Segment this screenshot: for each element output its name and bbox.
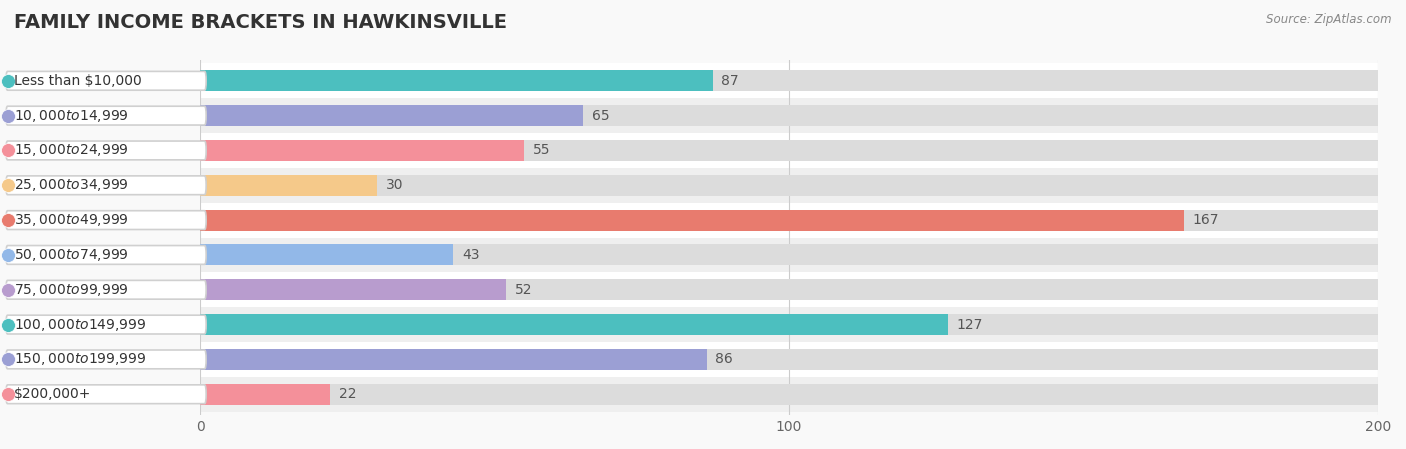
Text: $10,000 to $14,999: $10,000 to $14,999 <box>14 108 128 123</box>
Text: $50,000 to $74,999: $50,000 to $74,999 <box>14 247 128 263</box>
Bar <box>200 314 948 335</box>
Bar <box>0 63 1406 98</box>
Text: $150,000 to $199,999: $150,000 to $199,999 <box>14 352 146 367</box>
Text: 127: 127 <box>957 317 983 332</box>
FancyBboxPatch shape <box>6 350 207 369</box>
FancyBboxPatch shape <box>6 315 207 334</box>
Bar <box>0 342 1406 377</box>
FancyBboxPatch shape <box>6 71 207 90</box>
Text: 65: 65 <box>592 109 609 123</box>
Bar <box>200 140 524 161</box>
Bar <box>200 105 1378 126</box>
Bar <box>200 175 377 196</box>
Bar <box>200 349 707 370</box>
FancyBboxPatch shape <box>6 246 207 264</box>
FancyBboxPatch shape <box>6 176 207 195</box>
Bar <box>200 279 1378 300</box>
FancyBboxPatch shape <box>6 211 207 229</box>
Bar <box>0 273 1406 307</box>
Text: 22: 22 <box>339 387 356 401</box>
Bar <box>200 384 1378 405</box>
Text: 30: 30 <box>385 178 404 192</box>
Text: Less than $10,000: Less than $10,000 <box>14 74 142 88</box>
Text: $75,000 to $99,999: $75,000 to $99,999 <box>14 282 128 298</box>
Bar <box>0 202 1406 238</box>
Text: $35,000 to $49,999: $35,000 to $49,999 <box>14 212 128 228</box>
Text: $100,000 to $149,999: $100,000 to $149,999 <box>14 317 146 333</box>
Bar <box>200 175 1378 196</box>
Bar <box>200 279 506 300</box>
Bar <box>200 245 454 265</box>
Bar <box>0 307 1406 342</box>
Bar <box>200 105 583 126</box>
Text: 86: 86 <box>716 352 733 366</box>
Bar <box>200 349 1378 370</box>
Bar <box>0 168 1406 202</box>
Bar <box>200 210 1184 230</box>
Bar <box>200 210 1378 230</box>
FancyBboxPatch shape <box>6 106 207 125</box>
Text: $15,000 to $24,999: $15,000 to $24,999 <box>14 142 128 158</box>
Text: 52: 52 <box>515 283 533 297</box>
Text: $200,000+: $200,000+ <box>14 387 91 401</box>
Bar <box>200 70 1378 91</box>
Bar <box>0 238 1406 273</box>
Text: 87: 87 <box>721 74 740 88</box>
Text: 55: 55 <box>533 143 550 158</box>
Text: $25,000 to $34,999: $25,000 to $34,999 <box>14 177 128 193</box>
FancyBboxPatch shape <box>6 280 207 299</box>
Text: Source: ZipAtlas.com: Source: ZipAtlas.com <box>1267 13 1392 26</box>
Bar <box>200 384 330 405</box>
Bar <box>0 98 1406 133</box>
Text: 43: 43 <box>463 248 479 262</box>
Text: 167: 167 <box>1192 213 1219 227</box>
Bar <box>200 314 1378 335</box>
Bar <box>200 245 1378 265</box>
Bar <box>0 377 1406 412</box>
Bar <box>200 140 1378 161</box>
Bar <box>0 133 1406 168</box>
Text: FAMILY INCOME BRACKETS IN HAWKINSVILLE: FAMILY INCOME BRACKETS IN HAWKINSVILLE <box>14 13 508 32</box>
FancyBboxPatch shape <box>6 141 207 160</box>
FancyBboxPatch shape <box>6 385 207 404</box>
Bar <box>200 70 713 91</box>
